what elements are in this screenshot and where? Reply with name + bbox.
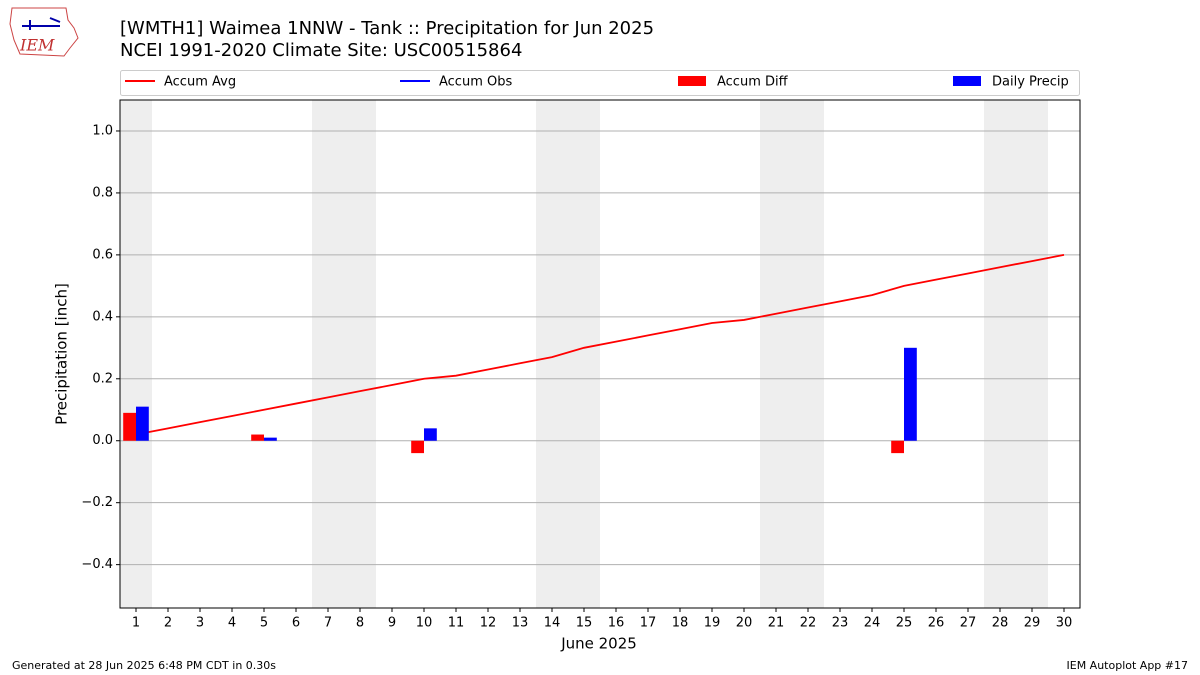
y-tick-label: 0.2 [92, 371, 113, 386]
y-tick-label: −0.4 [81, 557, 113, 572]
x-tick-label: 11 [448, 616, 465, 631]
x-tick-label: 13 [512, 616, 529, 631]
chart-subtitle: NCEI 1991-2020 Climate Site: USC00515864 [120, 40, 522, 61]
x-tick-label: 14 [544, 616, 561, 631]
x-tick-label: 8 [356, 616, 364, 631]
y-tick-label: 0.4 [92, 309, 113, 324]
bar [251, 434, 264, 441]
y-tick-label: 0.8 [92, 185, 113, 200]
x-tick-label: 15 [576, 616, 593, 631]
legend-label: Accum Diff [717, 75, 789, 90]
x-tick-label: 1 [132, 616, 140, 631]
x-tick-label: 16 [608, 616, 625, 631]
weekend-shade [760, 100, 824, 608]
weekend-shade [536, 100, 600, 608]
x-tick-label: 2 [164, 616, 172, 631]
x-tick-label: 10 [416, 616, 433, 631]
footer-left: Generated at 28 Jun 2025 6:48 PM CDT in … [12, 659, 276, 672]
y-tick-label: 1.0 [92, 123, 113, 138]
x-tick-label: 18 [672, 616, 689, 631]
x-tick-label: 6 [292, 616, 300, 631]
x-tick-label: 21 [768, 616, 785, 631]
x-tick-label: 22 [800, 616, 817, 631]
x-tick-label: 4 [228, 616, 236, 631]
x-tick-label: 12 [480, 616, 497, 631]
legend-label: Accum Obs [439, 75, 512, 90]
bar [891, 440, 904, 454]
legend-box [120, 70, 1080, 96]
line [135, 253, 1065, 436]
y-axis-label: Precipitation [inch] [53, 283, 71, 425]
x-tick-label: 30 [1056, 616, 1073, 631]
weekend-shade [984, 100, 1048, 608]
bar [904, 347, 917, 441]
logo: IEM [9, 7, 79, 57]
y-tick-label: −0.2 [81, 495, 113, 510]
x-tick-label: 7 [324, 616, 332, 631]
y-tick-label: 0.6 [92, 247, 113, 262]
x-tick-label: 24 [864, 616, 881, 631]
y-tick-label: 0.0 [92, 433, 113, 448]
x-tick-label: 9 [388, 616, 396, 631]
legend-label: Accum Avg [164, 75, 236, 90]
x-tick-label: 25 [896, 616, 913, 631]
legend-label: Daily Precip [992, 75, 1069, 90]
x-tick-label: 23 [832, 616, 849, 631]
bar [136, 406, 149, 441]
legend-swatch [678, 76, 706, 86]
x-tick-label: 28 [992, 616, 1009, 631]
footer-right: IEM Autoplot App #17 [1067, 659, 1189, 672]
x-tick-label: 26 [928, 616, 945, 631]
x-tick-label: 19 [704, 616, 721, 631]
bar [411, 440, 424, 454]
bar [123, 412, 136, 441]
logo-text: IEM [19, 36, 55, 55]
x-tick-label: 20 [736, 616, 753, 631]
x-tick-label: 17 [640, 616, 657, 631]
bar [264, 437, 277, 441]
x-tick-label: 3 [196, 616, 204, 631]
x-tick-label: 29 [1024, 616, 1041, 631]
bar [424, 428, 437, 441]
x-axis-label: June 2025 [560, 635, 637, 653]
weekend-shade [120, 100, 152, 608]
weekend-shade [312, 100, 376, 608]
chart-title: [WMTH1] Waimea 1NNW - Tank :: Precipitat… [120, 18, 654, 39]
x-tick-label: 27 [960, 616, 977, 631]
x-tick-label: 5 [260, 616, 268, 631]
plot-frame [119, 99, 1081, 609]
legend-swatch [953, 76, 981, 86]
